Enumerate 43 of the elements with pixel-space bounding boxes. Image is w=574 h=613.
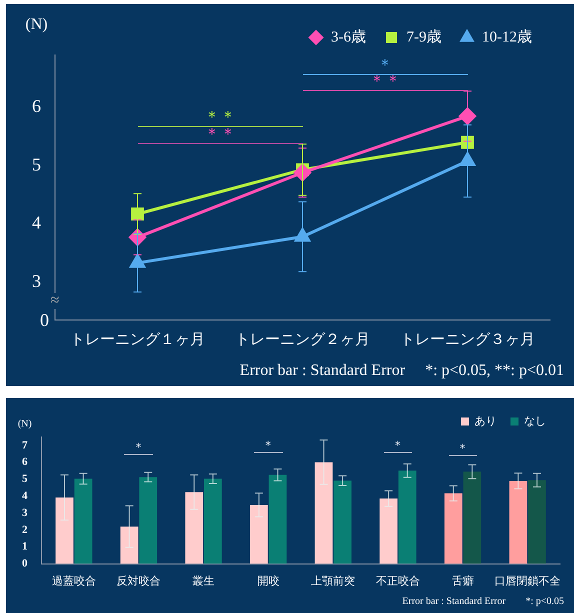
x-tick-label: 叢生 bbox=[192, 574, 215, 588]
annotation: ＊＊ bbox=[204, 124, 236, 142]
x-tick-label: 反対咬合 bbox=[116, 574, 161, 588]
text: *: p<0.05, **: p<0.01 bbox=[425, 362, 564, 379]
legend-label: 10-12歳 bbox=[482, 28, 532, 46]
y-axis-title: (N) bbox=[18, 418, 32, 430]
x-tick-label: 舌癖 bbox=[452, 574, 474, 588]
y-tick-label: 4 bbox=[32, 212, 41, 233]
y-tick-label: 3 bbox=[22, 506, 28, 519]
text: *: p<0.05 bbox=[526, 596, 564, 607]
x-tick-label: トレーニング３ヶ月 bbox=[400, 330, 535, 348]
annotation: ＊＊ bbox=[204, 106, 236, 126]
y-tick-label: 3 bbox=[32, 270, 41, 291]
x-tick-label: 不正咬合 bbox=[376, 574, 420, 588]
x-tick-label: 過蓋咬合 bbox=[52, 574, 96, 588]
annotation: ＊＊ bbox=[369, 71, 401, 90]
annotation: * bbox=[394, 439, 400, 452]
legend-label: 3-6歳 bbox=[331, 28, 366, 46]
x-tick-label: トレーニング１ヶ月 bbox=[70, 330, 205, 348]
x-tick-label: 口唇閉鎖不全 bbox=[494, 574, 561, 588]
y-tick-label: 0 bbox=[22, 558, 28, 570]
annotation: ＊ bbox=[377, 54, 393, 74]
legend-label: あり bbox=[474, 415, 496, 428]
y-tick-label: 2 bbox=[22, 524, 28, 536]
y-tick-label: 4 bbox=[22, 490, 28, 502]
y-tick-label: 6 bbox=[22, 456, 28, 468]
text: Error bar : Standard Error bbox=[240, 362, 406, 379]
x-tick-label: 上顎前突 bbox=[311, 574, 356, 588]
y-tick-label: 6 bbox=[32, 96, 41, 116]
y-tick-label: 7 bbox=[22, 439, 28, 452]
x-tick-label: 開咬 bbox=[257, 574, 280, 588]
annotation: ≈ bbox=[50, 292, 60, 310]
y-tick-label: 5 bbox=[32, 154, 41, 174]
y-tick-label: 1 bbox=[22, 540, 28, 553]
x-tick-label: トレーニング２ヶ月 bbox=[235, 330, 370, 348]
text: Error bar : Standard Error bbox=[402, 596, 506, 607]
annotation: * bbox=[136, 440, 142, 454]
annotation: * bbox=[460, 442, 466, 455]
y-axis-title: (N) bbox=[25, 16, 48, 34]
y-tick-label: 5 bbox=[22, 473, 28, 486]
legend-label: なし bbox=[524, 415, 546, 428]
annotation: * bbox=[265, 439, 271, 452]
legend-label: 7-9歳 bbox=[406, 28, 442, 46]
